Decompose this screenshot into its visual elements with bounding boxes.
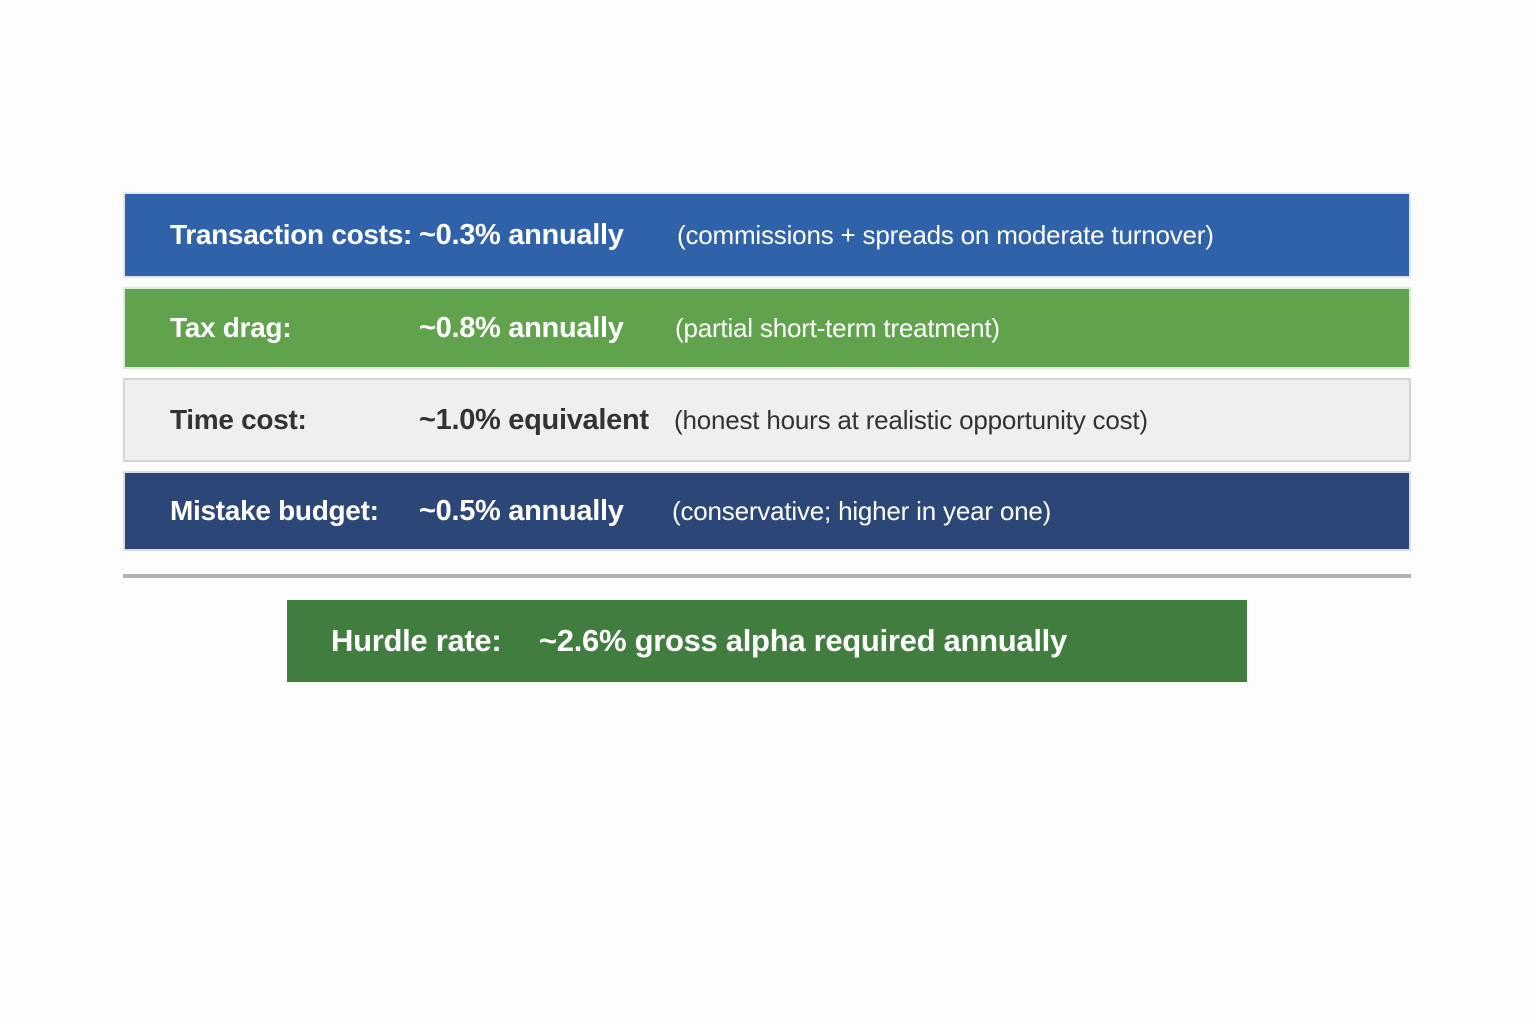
- row-transaction-costs: Transaction costs: ~0.3% annually (commi…: [123, 192, 1411, 278]
- summary-label: Hurdle rate:: [331, 623, 502, 658]
- hurdle-rate-box: Hurdle rate: ~2.6% gross alpha required …: [287, 600, 1247, 682]
- row-note: (commissions + spreads on moderate turno…: [677, 219, 1214, 250]
- row-value: ~1.0% equivalent: [419, 403, 649, 436]
- row-note: (partial short-term treatment): [675, 312, 1000, 343]
- sum-divider: [123, 574, 1411, 578]
- row-value: ~0.8% annually: [419, 311, 624, 344]
- row-label: Tax drag:: [170, 312, 292, 343]
- row-label: Time cost:: [170, 404, 307, 435]
- row-label: Mistake budget:: [170, 495, 379, 526]
- row-note: (conservative; higher in year one): [672, 495, 1052, 526]
- summary-value: ~2.6% gross alpha required annually: [539, 623, 1067, 658]
- row-mistake-budget: Mistake budget: ~0.5% annually (conserva…: [123, 471, 1411, 551]
- row-value: ~0.3% annually: [419, 218, 624, 251]
- row-value: ~0.5% annually: [419, 494, 624, 527]
- cost-breakdown: Transaction costs: ~0.3% annually (commi…: [123, 192, 1411, 560]
- row-time-cost: Time cost: ~1.0% equivalent (honest hour…: [123, 378, 1411, 462]
- row-note: (honest hours at realistic opportunity c…: [674, 404, 1148, 435]
- row-label: Transaction costs:: [170, 219, 413, 250]
- row-tax-drag: Tax drag: ~0.8% annually (partial short-…: [123, 287, 1411, 369]
